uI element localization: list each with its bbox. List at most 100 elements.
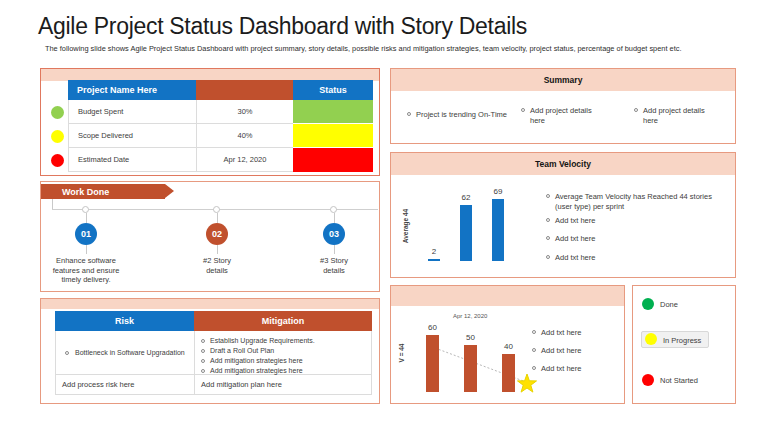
bar-value-label: 50	[450, 333, 491, 342]
table-row: Scope Delivered 40%	[68, 124, 373, 148]
summary-item-text: Add project details here	[530, 106, 599, 125]
row-label: Estimated Date	[68, 148, 196, 172]
risk-mitigation-panel: Risk Mitigation Bottleneck in Software U…	[40, 298, 380, 404]
row-label: Scope Delivered	[68, 124, 196, 148]
status-cell	[293, 124, 373, 148]
step-connector	[217, 245, 218, 254]
bar	[460, 205, 472, 261]
bar	[492, 199, 504, 261]
note-text: Add txt here	[555, 234, 595, 244]
date-dot	[51, 154, 64, 167]
step-connector	[217, 213, 218, 223]
velocity-title: Team Velocity	[391, 153, 735, 175]
bullet-icon	[407, 112, 411, 116]
table-row: Budget Spent 30%	[68, 100, 373, 124]
mitigation-item: Establish Upgrade Requirements.	[201, 336, 369, 346]
note-text: Add txt here	[541, 346, 581, 356]
step-text: #3 Story details	[312, 256, 356, 275]
legend-label-done: Done	[660, 300, 678, 309]
note-text: Add txt here	[541, 364, 581, 374]
risk-placeholder-row: Add process risk here Add mitigation pla…	[55, 375, 372, 395]
bullet-icon	[546, 236, 550, 240]
mitigation-text: Add mitigation strategies here	[210, 356, 303, 366]
bar	[502, 354, 515, 392]
bar-value-label: 40	[488, 342, 529, 351]
trend-note: Add txt here	[532, 364, 612, 374]
bar-value-label: 60	[412, 323, 453, 332]
trend-note: Add txt here	[532, 328, 612, 338]
team-velocity-panel: Team Velocity Average 44 26269 Average T…	[390, 152, 736, 278]
step-connector	[334, 245, 335, 254]
bullet-icon	[201, 369, 205, 373]
timeline-elbow	[52, 199, 53, 209]
note-text: Add txt here	[555, 216, 595, 226]
mitigation-text: Establish Upgrade Requirements.	[210, 336, 315, 346]
summary-item: Project is trending On-Time	[407, 110, 517, 120]
work-done-label: Work Done	[62, 187, 109, 197]
status-cell	[293, 148, 373, 172]
risk-row: Bottleneck in Software Upgradation Estab…	[55, 331, 372, 375]
row-label: Budget Spent	[68, 100, 196, 124]
risk-item-text: Bottleneck in Software Upgradation	[75, 349, 185, 356]
table-row: Estimated Date Apr 12, 2020	[68, 148, 373, 172]
velocity-note: Add txt here	[546, 234, 731, 244]
work-done-banner: Work Done	[41, 184, 165, 199]
row-value: 30%	[196, 100, 293, 124]
bullet-icon	[532, 348, 536, 352]
step-connector	[86, 245, 87, 254]
mitigation-item: Draft a Roll Out Plan	[201, 346, 369, 356]
step-connector	[86, 213, 87, 223]
project-table: Project Name Here Status Budget Spent 30…	[68, 80, 373, 172]
legend-panel: Done In Progress Not Started	[632, 285, 736, 404]
summary-item-text: Add project details here	[643, 106, 712, 125]
bar	[464, 345, 477, 393]
trend-chart: 605040	[391, 306, 551, 392]
legend-label-in-progress: In Progress	[663, 336, 701, 345]
budget-dot	[51, 106, 64, 119]
step-number: 01	[75, 223, 97, 245]
timeline-node	[82, 206, 89, 213]
bullet-icon	[201, 359, 205, 363]
project-table-header-row: Project Name Here Status	[68, 80, 373, 100]
risk-table: Risk Mitigation Bottleneck in Software U…	[55, 311, 372, 395]
project-status-panel: Project Name Here Status Budget Spent 30…	[40, 68, 380, 176]
project-name-header: Project Name Here	[68, 80, 196, 100]
summary-item: Add project details here	[521, 106, 599, 125]
note-text: Add txt here	[555, 253, 595, 263]
velocity-trend-panel: Apr 12, 2020 V = 44 605040 Add txt here …	[390, 285, 625, 404]
bullet-icon	[546, 194, 550, 198]
risk-cell: Bottleneck in Software Upgradation	[55, 331, 194, 375]
mitigation-item: Add mitigation strategies here	[201, 356, 369, 366]
step-text: #2 Story details	[195, 256, 239, 275]
velocity-note: Add txt here	[546, 253, 731, 263]
trend-note: Add txt here	[532, 346, 612, 356]
scope-dot	[51, 130, 64, 143]
status-header: Status	[293, 80, 373, 100]
risk-panel-strip	[41, 299, 379, 309]
bar	[426, 335, 439, 392]
row-value: 40%	[196, 124, 293, 148]
done-dot	[642, 298, 654, 310]
note-text: Average Team Velocity has Reached 44 sto…	[555, 192, 731, 211]
risk-header: Risk	[55, 311, 194, 331]
summary-item: Add project details here	[634, 106, 712, 125]
row-value: Apr 12, 2020	[196, 148, 293, 172]
banner-arrow	[165, 184, 174, 198]
bar-value-label: 2	[414, 247, 454, 256]
bullet-icon	[201, 339, 205, 343]
step-connector	[334, 213, 335, 223]
bullet-icon	[532, 330, 536, 334]
timeline-node	[213, 206, 220, 213]
step-text: Enhance software features and ensure tim…	[46, 256, 126, 285]
summary-title: Summary	[391, 69, 735, 91]
status-cell	[293, 100, 373, 124]
page-title: Agile Project Status Dashboard with Stor…	[38, 13, 527, 40]
blank-header	[196, 80, 293, 100]
step-number: 03	[323, 223, 345, 245]
page-subtitle: The following slide shows Agile Project …	[45, 44, 681, 53]
bullet-icon	[546, 218, 550, 222]
mitigation-text: Draft a Roll Out Plan	[210, 346, 274, 356]
mitigation-placeholder-cell: Add mitigation plan here	[194, 375, 372, 395]
mitigation-cell: Establish Upgrade Requirements. Draft a …	[194, 331, 372, 375]
summary-panel: Summary Project is trending On-Time Add …	[390, 68, 736, 144]
